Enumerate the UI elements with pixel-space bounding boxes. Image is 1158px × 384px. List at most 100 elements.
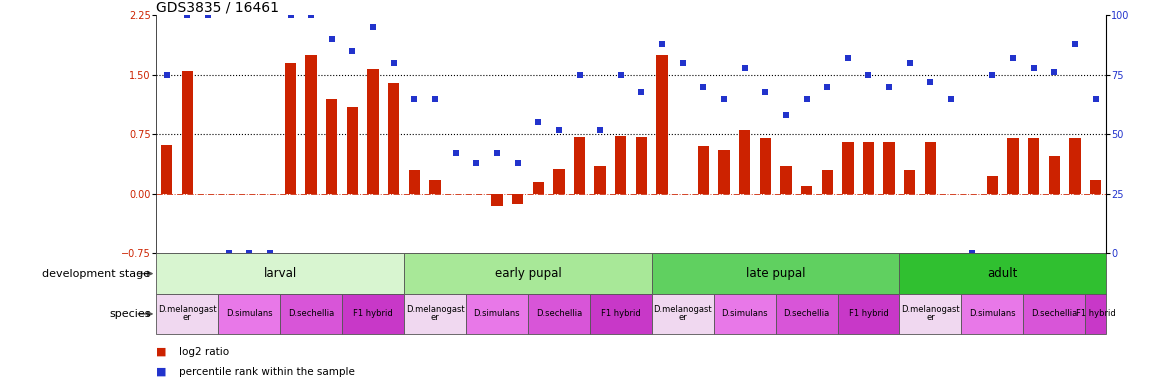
Point [467, 160, 485, 166]
Text: F1 hybrid: F1 hybrid [1076, 310, 1115, 318]
Point [570, 72, 588, 78]
Point [632, 88, 651, 94]
Point [323, 36, 342, 42]
Bar [156, 253, 404, 294]
Bar [760, 138, 771, 194]
Point [1025, 65, 1043, 71]
Text: species: species [109, 309, 151, 319]
Point [674, 60, 692, 66]
Bar [801, 186, 812, 194]
Bar [652, 294, 713, 334]
Text: GDS3835 / 16461: GDS3835 / 16461 [156, 0, 279, 14]
Point [880, 84, 899, 90]
Text: D.sechellia: D.sechellia [536, 310, 582, 318]
Bar [1085, 294, 1106, 334]
Bar [574, 137, 585, 194]
Bar [533, 182, 544, 194]
Bar [409, 170, 420, 194]
Point [1065, 41, 1084, 47]
Bar [182, 71, 193, 194]
Point [508, 160, 527, 166]
Text: adult: adult [988, 267, 1018, 280]
Bar [837, 294, 900, 334]
Bar [594, 166, 606, 194]
Point [364, 24, 382, 30]
Bar [430, 180, 441, 194]
Point [178, 12, 197, 18]
Bar [1028, 138, 1040, 194]
Text: F1 hybrid: F1 hybrid [601, 310, 640, 318]
Point [962, 250, 981, 257]
Text: log2 ratio: log2 ratio [179, 346, 229, 357]
Point [529, 119, 548, 126]
Bar [388, 83, 400, 194]
Text: D.simulans: D.simulans [969, 310, 1016, 318]
Point [941, 96, 960, 102]
Bar [697, 146, 709, 194]
Bar [1090, 180, 1101, 194]
Text: D.melanogast
er: D.melanogast er [653, 305, 712, 323]
Point [199, 12, 218, 18]
Bar [404, 294, 466, 334]
Bar [1024, 294, 1085, 334]
Point [777, 112, 796, 118]
Bar [925, 142, 936, 194]
Bar [713, 294, 776, 334]
Bar [615, 136, 626, 194]
Bar [404, 253, 652, 294]
Point [157, 72, 176, 78]
Point [446, 151, 464, 157]
Text: D.simulans: D.simulans [474, 310, 520, 318]
Point [343, 48, 361, 54]
Text: larval: larval [264, 267, 296, 280]
Point [798, 96, 816, 102]
Point [1086, 96, 1105, 102]
Text: D.simulans: D.simulans [226, 310, 272, 318]
Point [302, 12, 321, 18]
Bar [1049, 156, 1060, 194]
Point [901, 60, 919, 66]
Bar [218, 294, 280, 334]
Point [838, 55, 857, 61]
Bar [327, 99, 337, 194]
Point [261, 250, 279, 257]
Text: development stage: development stage [43, 268, 151, 279]
Text: F1 hybrid: F1 hybrid [849, 310, 888, 318]
Point [983, 72, 1002, 78]
Bar [842, 142, 853, 194]
Bar [904, 170, 916, 194]
Bar [636, 137, 647, 194]
Bar [280, 294, 342, 334]
Bar [285, 63, 296, 194]
Point [859, 72, 878, 78]
Bar [367, 68, 379, 194]
Point [384, 60, 403, 66]
Bar [1069, 138, 1080, 194]
Bar [739, 131, 750, 194]
Bar [652, 253, 900, 294]
Point [653, 41, 672, 47]
Point [405, 96, 424, 102]
Bar [657, 55, 668, 194]
Bar [342, 294, 404, 334]
Bar [491, 194, 503, 206]
Text: D.melanogast
er: D.melanogast er [405, 305, 464, 323]
Bar [884, 142, 895, 194]
Point [591, 127, 609, 133]
Bar [718, 150, 730, 194]
Point [611, 72, 630, 78]
Point [1004, 55, 1023, 61]
Text: ■: ■ [156, 346, 167, 357]
Bar [780, 166, 792, 194]
Text: F1 hybrid: F1 hybrid [353, 310, 393, 318]
Bar [961, 294, 1024, 334]
Point [488, 151, 506, 157]
Text: D.sechellia: D.sechellia [1031, 310, 1077, 318]
Point [1045, 70, 1063, 76]
Text: D.sechellia: D.sechellia [288, 310, 335, 318]
Bar [900, 253, 1106, 294]
Point [735, 65, 754, 71]
Bar [987, 177, 998, 194]
Text: early pupal: early pupal [494, 267, 562, 280]
Text: D.sechellia: D.sechellia [784, 310, 829, 318]
